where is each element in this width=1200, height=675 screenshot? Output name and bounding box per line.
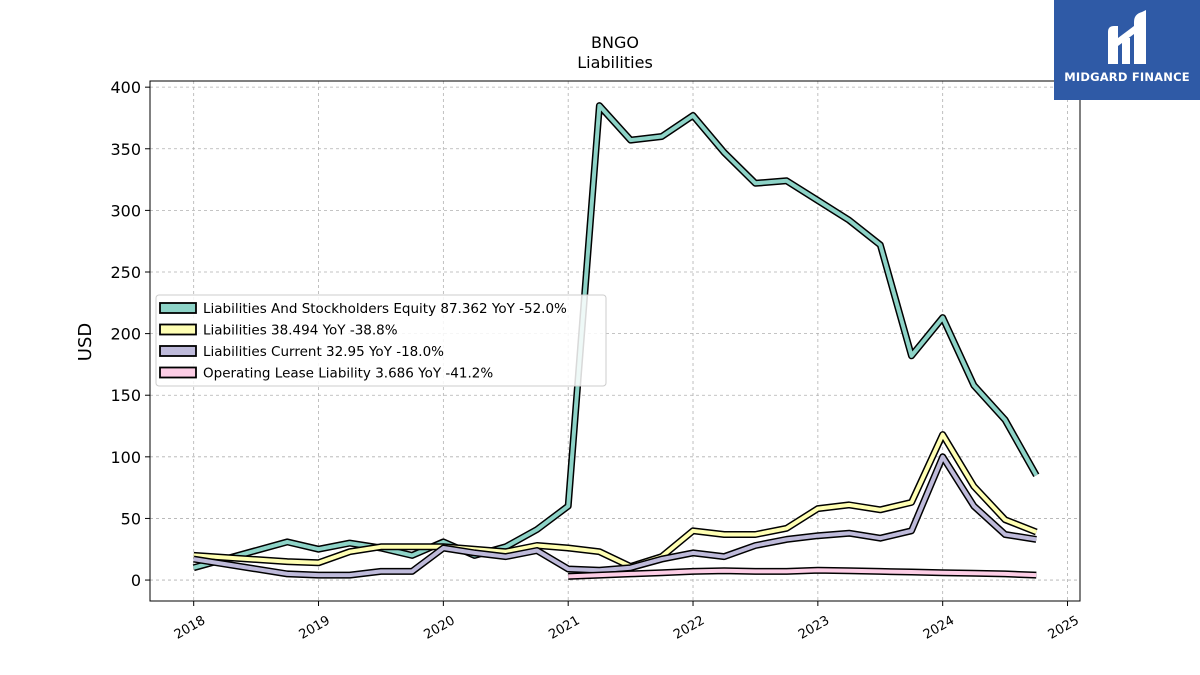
legend-swatch (159, 323, 197, 336)
x-tick-label: 2021 (546, 613, 582, 643)
y-tick-label: 350 (110, 140, 141, 159)
grid (150, 81, 1080, 601)
y-tick-label: 150 (110, 386, 141, 405)
plot-frame (149, 80, 1081, 602)
x-tick-label: 2020 (422, 613, 458, 643)
legend-swatch (159, 366, 197, 379)
x-axis: 2018 2019 2020 2021 2022 2023 2024 2025 (172, 601, 1082, 643)
y-tick-label: 0 (131, 571, 141, 590)
legend-swatch (159, 302, 197, 314)
legend: Liabilities And Stockholders Equity 87.3… (155, 294, 607, 387)
y-axis: 0 50 100 150 200 250 300 350 400 (110, 78, 150, 590)
x-tick-label: 2022 (671, 613, 707, 643)
midgard-finance-logo: MIDGARD FINANCE (1054, 0, 1200, 100)
y-tick-label: 250 (110, 263, 141, 282)
legend-swatch (159, 345, 197, 357)
legend-label: Liabilities And Stockholders Equity 87.3… (203, 301, 567, 317)
legend-label: Liabilities Current 32.95 YoY -18.0% (203, 344, 444, 360)
logo-text: MIDGARD FINANCE (1064, 70, 1190, 84)
chart-subtitle: Liabilities (577, 53, 653, 72)
y-tick-label: 50 (121, 509, 141, 528)
y-tick-label: 100 (110, 448, 141, 467)
x-tick-label: 2023 (796, 613, 832, 643)
series-liabilities-current (193, 453, 1037, 579)
series-lines (192, 102, 1040, 580)
chart-title: BNGO (591, 33, 639, 52)
logo-mark-icon (1108, 10, 1146, 64)
series-operating-lease-liability (568, 566, 1037, 580)
series-line (193, 454, 1037, 578)
y-tick-label: 300 (110, 201, 141, 220)
y-tick-label: 200 (110, 325, 141, 344)
legend-box (155, 294, 607, 387)
series-line (568, 568, 1037, 579)
legend-label: Operating Lease Liability 3.686 YoY -41.… (203, 366, 493, 382)
x-tick-label: 2018 (172, 613, 208, 643)
y-tick-label: 400 (110, 78, 141, 97)
x-tick-label: 2025 (1046, 613, 1082, 643)
x-tick-label: 2024 (921, 613, 957, 643)
x-tick-label: 2019 (297, 613, 333, 643)
y-axis-label: USD (75, 323, 96, 361)
legend-label: Liabilities 38.494 YoY -38.8% (203, 323, 398, 339)
